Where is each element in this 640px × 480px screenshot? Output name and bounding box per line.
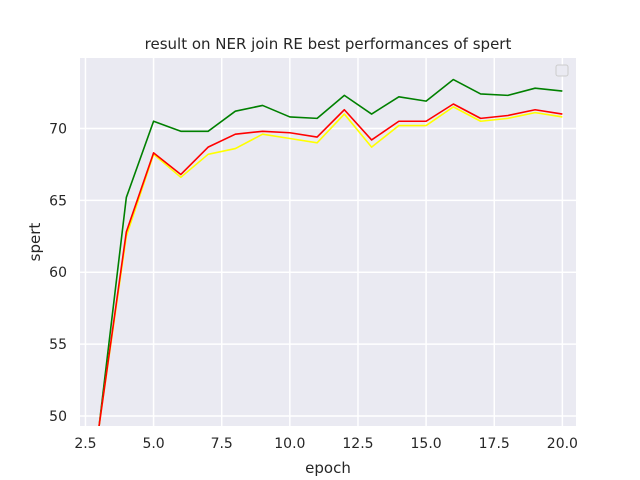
y-axis-label: spert (26, 223, 44, 262)
y-tick-label: 50 (49, 409, 67, 425)
series-line-2 (98, 106, 563, 426)
series-line-1 (98, 78, 563, 426)
chart-title: result on NER join RE best performances … (145, 35, 512, 53)
x-tick-label: 10.0 (274, 436, 305, 452)
y-axis-ticks: 50 55 60 65 70 (49, 121, 67, 425)
x-tick-label: 15.0 (411, 436, 442, 452)
x-tick-label: 17.5 (479, 436, 510, 452)
grid (80, 58, 576, 426)
x-axis-label: epoch (305, 459, 351, 477)
y-tick-label: 60 (49, 265, 67, 281)
x-tick-label: 7.5 (211, 436, 233, 452)
x-tick-label: 5.0 (142, 436, 164, 452)
x-tick-label: 2.5 (74, 436, 96, 452)
x-tick-label: 20.0 (547, 436, 578, 452)
plot-area (80, 58, 576, 426)
y-tick-label: 55 (49, 337, 67, 353)
x-tick-label: 12.5 (342, 436, 373, 452)
y-tick-label: 65 (49, 193, 67, 209)
y-tick-label: 70 (49, 121, 67, 137)
legend-box (555, 64, 569, 77)
x-axis-ticks: 2.5 5.0 7.5 10.0 12.5 15.0 17.5 20.0 (74, 436, 578, 452)
series-line-3 (98, 103, 563, 426)
series-lines (98, 78, 563, 426)
